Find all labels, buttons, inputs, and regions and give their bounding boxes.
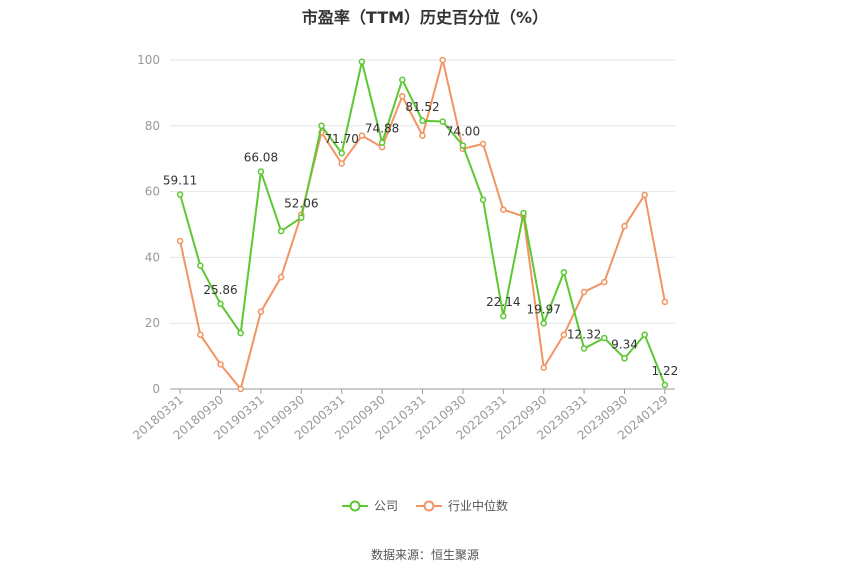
data-point [621,355,628,362]
data-point [277,273,285,281]
chart-title: 市盈率（TTM）历史百分位（%） [301,8,549,27]
data-label: 19.97 [527,302,561,316]
data-label: 71.70 [325,132,359,146]
data-point [419,117,426,125]
y-tick-label: 100 [137,53,160,67]
data-point [237,329,244,337]
data-point [419,132,426,139]
data-label: 52.06 [284,197,318,211]
data-point [298,214,305,221]
legend-line-circle-icon [416,500,442,511]
legend-item-company[interactable]: 公司 [341,497,398,514]
data-label: 1.22 [652,364,679,378]
data-point [378,139,386,146]
data-label: 81.52 [405,100,439,114]
data-point [439,118,446,125]
data-point [540,364,547,371]
data-point [601,278,608,286]
data-point [520,209,527,217]
data-point [338,160,345,167]
data-point [176,191,184,198]
legend-line-circle-icon [341,500,368,511]
y-tick-label: 80 [145,119,160,133]
data-point [560,268,568,276]
data-point [621,222,628,230]
data-point [338,149,345,157]
legend: 公司 行业中位数 [0,497,850,514]
legend-label-company: 公司 [373,499,398,513]
data-point [500,206,507,213]
data-point [641,191,648,199]
data-point [580,345,588,352]
data-label: 25.86 [203,283,237,297]
data-point [439,56,446,64]
legend-item-industry-median[interactable]: 行业中位数 [416,497,508,514]
data-point [257,168,265,175]
y-tick-label: 0 [152,382,160,396]
data-label: 59.11 [163,174,197,188]
source-note: 数据来源：恒生聚源 [370,548,479,562]
data-point [580,288,588,296]
y-tick-label: 60 [145,185,160,199]
data-point [176,237,184,245]
data-point [358,132,366,139]
data-point [358,58,366,65]
data-point [540,320,547,327]
data-point [399,92,406,100]
y-tick-label: 20 [145,316,160,330]
legend-label-industry-median: 行业中位数 [448,499,509,513]
data-point [277,227,285,235]
data-point [257,308,265,315]
data-point [500,312,507,320]
data-point [217,361,224,368]
data-label: 74.00 [446,125,480,139]
data-label: 9.34 [611,337,638,351]
data-label: 12.32 [567,327,601,341]
data-point [197,262,204,269]
y-tick-label: 40 [145,250,160,264]
data-point [641,331,648,338]
data-point [560,331,568,338]
data-label: 66.08 [244,151,278,165]
data-point [237,385,244,393]
data-point [661,298,669,306]
data-point [479,140,487,148]
data-point [601,334,608,342]
data-point [318,122,325,130]
data-point [217,300,224,308]
data-point [399,76,406,83]
data-point [661,381,669,389]
data-point [197,331,204,338]
data-point [479,196,487,204]
data-point [459,142,467,149]
data-label: 74.88 [365,122,399,136]
data-label: 22.14 [486,295,520,309]
